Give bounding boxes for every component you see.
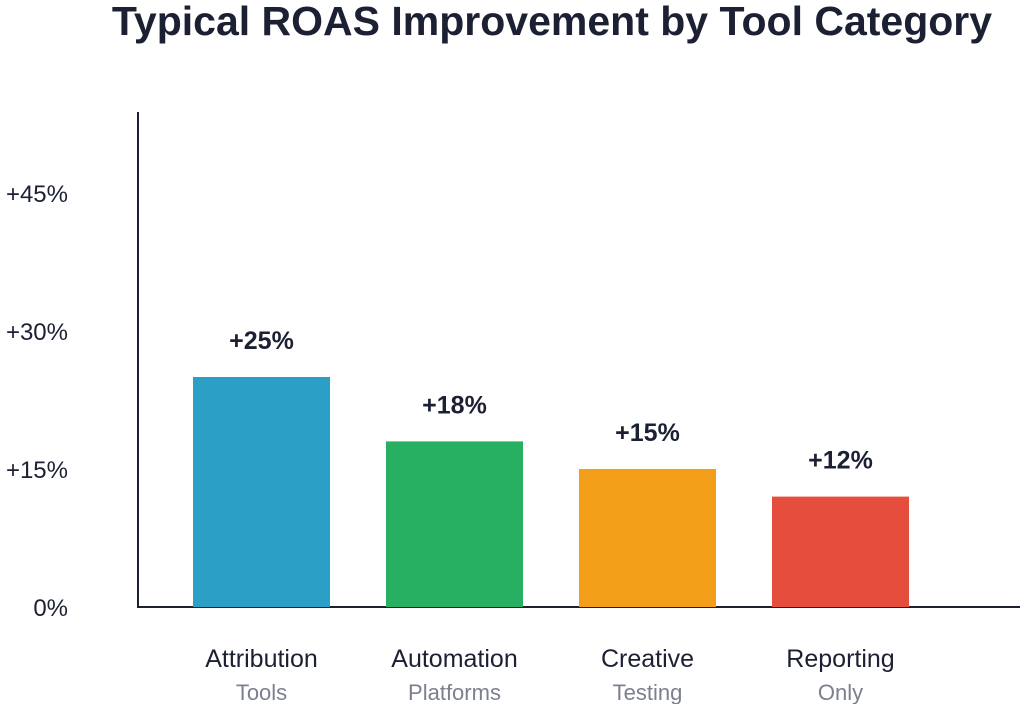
bar bbox=[579, 469, 716, 607]
data-label: +18% bbox=[422, 391, 487, 419]
x-tick-sublabel: Tools bbox=[236, 680, 287, 704]
x-tick-label: Reporting bbox=[786, 645, 894, 673]
chart-title: Typical ROAS Improvement by Tool Categor… bbox=[111, 0, 993, 44]
x-tick-sublabel: Platforms bbox=[408, 680, 501, 704]
data-label: +12% bbox=[808, 447, 873, 475]
data-label: +25% bbox=[229, 327, 294, 355]
x-tick-label: Attribution bbox=[205, 645, 318, 673]
y-tick-label: +45% bbox=[6, 181, 68, 208]
y-tick-label: 0% bbox=[33, 595, 68, 622]
x-tick-label: Creative bbox=[601, 645, 694, 673]
bar bbox=[772, 496, 909, 607]
bar bbox=[386, 441, 523, 607]
bar bbox=[193, 377, 330, 607]
y-tick-label: +15% bbox=[6, 457, 68, 484]
x-tick-label: Automation bbox=[391, 645, 517, 673]
x-tick-sublabel: Testing bbox=[613, 680, 683, 704]
data-label: +15% bbox=[615, 419, 680, 447]
x-tick-sublabel: Only bbox=[818, 680, 863, 704]
y-tick-label: +30% bbox=[6, 319, 68, 346]
